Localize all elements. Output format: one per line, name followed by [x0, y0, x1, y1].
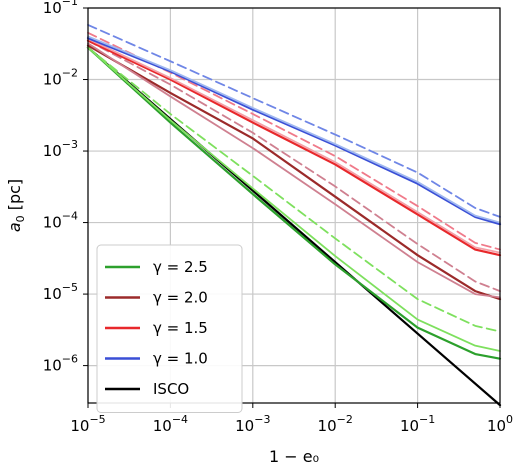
plot-frame — [87, 7, 501, 404]
series-line-3 — [87, 46, 501, 333]
y-axis-label-unit: [pc] — [5, 179, 24, 216]
x-tick-label: 10−1 — [400, 413, 435, 435]
series-line-5 — [87, 42, 501, 299]
y-axis-label-sub: 0 — [14, 215, 27, 222]
x-axis-label: 1 − e₀ — [269, 447, 319, 466]
y-axis-label-var: a — [5, 222, 24, 232]
x-tick-label: 10−3 — [235, 413, 270, 435]
legend-label: γ = 2.0 — [153, 289, 208, 307]
x-tick-label: 10−4 — [153, 413, 188, 435]
legend-label: γ = 1.5 — [153, 319, 208, 337]
y-tick-label: 10−1 — [43, 0, 78, 17]
x-tick-label: 100 — [487, 413, 513, 435]
series-line-6 — [87, 39, 501, 293]
y-tick-label: 10−4 — [43, 210, 78, 232]
series-line-12 — [87, 24, 501, 218]
series-line-4 — [86, 44, 502, 301]
y-tick-label: 10−5 — [43, 281, 78, 303]
legend-label: γ = 2.5 — [153, 258, 208, 276]
x-tick-label: 10−2 — [318, 413, 353, 435]
legend-box — [96, 244, 243, 413]
legend-label: ISCO — [153, 380, 189, 398]
series-line-10 — [86, 36, 502, 226]
legend-label: γ = 1.0 — [153, 350, 208, 368]
series-line-8 — [87, 37, 501, 254]
ticks: 10−5 10−4 10−3 10−2 10−1 100 10−6 10−5 10−4 10−3 1… — [43, 0, 513, 435]
series-group — [86, 24, 502, 407]
y-tick-label: 10−3 — [43, 138, 78, 160]
series-line-2 — [87, 46, 501, 352]
y-tick-label: 10−6 — [43, 353, 78, 375]
y-tick-label: 10−2 — [43, 67, 78, 89]
series-line-11 — [87, 35, 501, 224]
series-line-9 — [87, 31, 501, 251]
legend: γ = 2.5 γ = 2.0 γ = 1.5 γ = 1.0 ISCO — [96, 244, 243, 413]
series-line-1 — [86, 46, 502, 360]
x-tick-label: 10−5 — [70, 413, 105, 435]
series-line-7 — [86, 39, 502, 257]
y-axis-label: a0 [pc] — [5, 179, 27, 232]
